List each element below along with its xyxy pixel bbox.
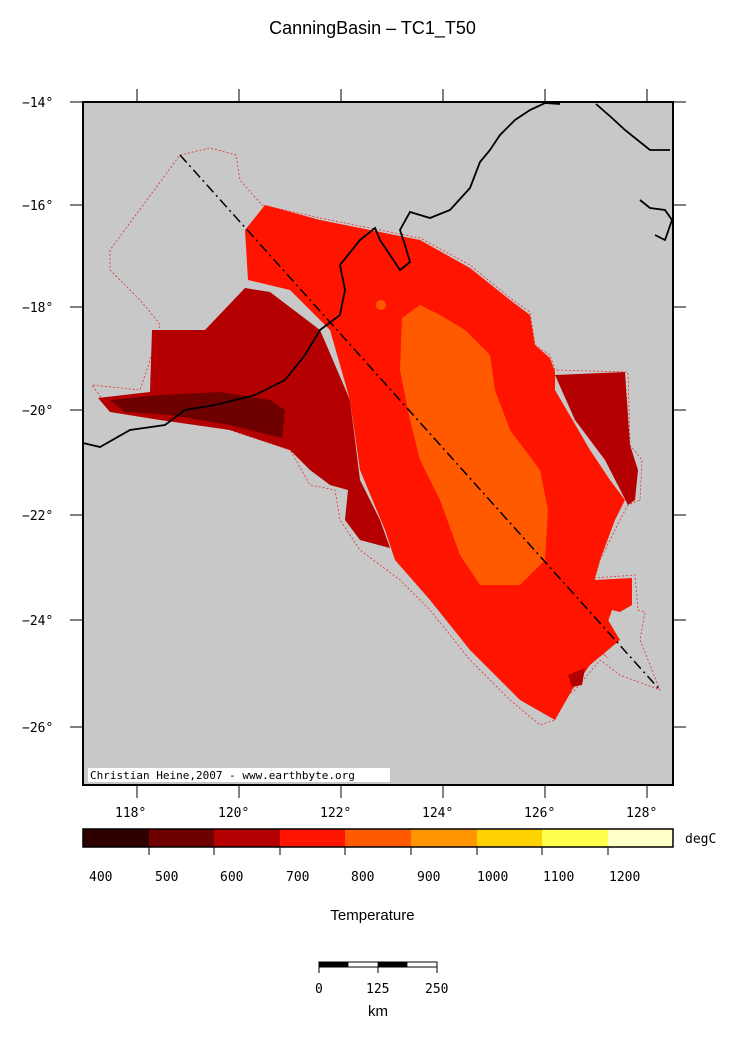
map-title: CanningBasin – TC1_T50 — [269, 18, 476, 38]
colorbar-tick: 1100 — [543, 870, 574, 885]
zone-500 — [110, 392, 285, 438]
scale-tick: 125 — [366, 982, 389, 997]
lon-label: 118° — [115, 806, 146, 821]
colorbar-label: Temperature — [330, 907, 415, 924]
lon-label: 122° — [320, 806, 351, 821]
lat-label: −18° — [22, 301, 53, 316]
lon-label: 120° — [218, 806, 249, 821]
colorbar-swatch — [83, 829, 149, 847]
colorbar: degC 400 500 600 700 800 900 1000 1100 1… — [82, 828, 716, 885]
colorbar-tick: 1200 — [609, 870, 640, 885]
lat-label: −22° — [22, 509, 53, 524]
lat-label: −14° — [22, 96, 53, 111]
zone-800 — [400, 305, 548, 585]
colorbar-swatch — [345, 829, 411, 847]
latitude-axis: −14° −16° −18° −20° −22° −24° −26° — [22, 96, 686, 736]
colorbar-swatch — [477, 829, 542, 847]
zone-800-spot — [376, 300, 386, 310]
credit-box — [88, 768, 390, 782]
scale-tick: 250 — [425, 982, 448, 997]
colorbar-tick: 500 — [155, 870, 178, 885]
colorbar-tick: 600 — [220, 870, 243, 885]
colorbar-tick: 400 — [89, 870, 112, 885]
zone-600-south — [568, 668, 585, 687]
map-frame — [82, 101, 674, 786]
scale-bar: 0 125 250 — [315, 961, 448, 997]
credit-text: Christian Heine,2007 - www.earthbyte.org — [90, 769, 355, 782]
lat-label: −16° — [22, 199, 53, 214]
lat-label: −26° — [22, 721, 53, 736]
colorbar-swatch — [149, 829, 214, 847]
colorbar-swatch — [542, 829, 608, 847]
lon-label: 124° — [422, 806, 453, 821]
colorbar-swatch — [411, 829, 477, 847]
colorbar-tick: 1000 — [477, 870, 508, 885]
longitude-axis: 118° 120° 122° 124° 126° 128° — [115, 89, 657, 821]
scale-unit: km — [368, 1003, 388, 1020]
colorbar-swatch — [214, 829, 280, 847]
colorbar-tick: 700 — [286, 870, 309, 885]
colorbar-frame — [82, 828, 674, 848]
scale-tick: 0 — [315, 982, 323, 997]
coastline — [82, 102, 674, 448]
lat-label: −20° — [22, 404, 53, 419]
zone-700-southeast — [592, 578, 632, 660]
lat-label: −24° — [22, 614, 53, 629]
zone-600-east — [555, 372, 638, 505]
colorbar-swatch — [280, 829, 345, 847]
colorbar-unit: degC — [685, 832, 716, 847]
colorbar-tick: 900 — [417, 870, 440, 885]
colorbar-swatch — [608, 829, 673, 847]
lon-label: 128° — [626, 806, 657, 821]
colorbar-tick: 800 — [351, 870, 374, 885]
lon-label: 126° — [524, 806, 555, 821]
